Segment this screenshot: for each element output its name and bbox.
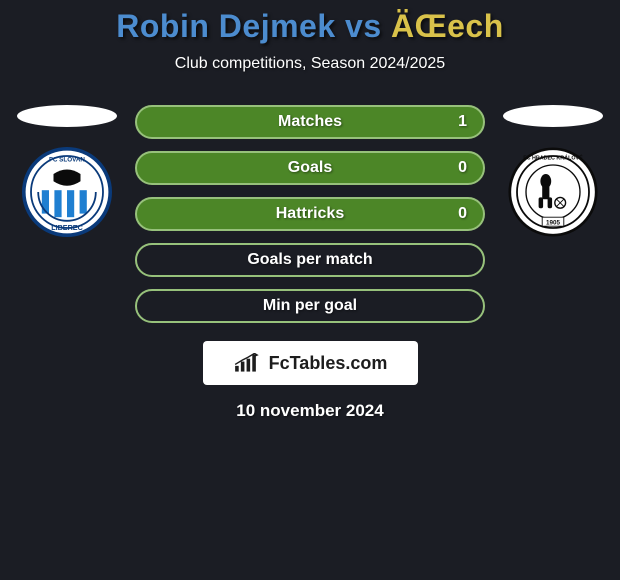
brand-box[interactable]: FcTables.com <box>203 341 418 385</box>
brand-chart-icon <box>233 353 263 373</box>
stat-row-matches: Matches 1 <box>135 105 485 139</box>
player-oval-left <box>17 105 117 127</box>
svg-text:FC HRADEC KRÁLOVÉ: FC HRADEC KRÁLOVÉ <box>523 154 583 162</box>
club-logo-right: FC HRADEC KRÁLOVÉ 1905 <box>508 147 598 237</box>
svg-text:1905: 1905 <box>546 219 561 226</box>
stats-list: Matches 1 Goals 0 Hattricks 0 Goals per … <box>135 105 485 323</box>
stat-value: 1 <box>458 113 467 131</box>
title-player2: ÄŒech <box>391 8 504 44</box>
title-vs: vs <box>336 8 391 44</box>
subtitle: Club competitions, Season 2024/2025 <box>0 55 620 73</box>
title-player1: Robin Dejmek <box>116 8 335 44</box>
page-title: Robin Dejmek vs ÄŒech <box>0 8 620 45</box>
comparison-card: Robin Dejmek vs ÄŒech Club competitions,… <box>0 0 620 429</box>
stat-row-goals-per-match: Goals per match <box>135 243 485 277</box>
left-side: FC SLOVAN LIBEREC <box>17 105 117 237</box>
brand-text: FcTables.com <box>269 353 388 374</box>
stat-row-hattricks: Hattricks 0 <box>135 197 485 231</box>
svg-text:LIBEREC: LIBEREC <box>51 223 83 232</box>
date-text: 10 november 2024 <box>0 401 620 421</box>
stat-value: 0 <box>458 205 467 223</box>
stat-label: Goals <box>288 159 332 177</box>
content-row: FC SLOVAN LIBEREC Matches 1 Goals 0 Hatt… <box>0 105 620 323</box>
svg-text:FC SLOVAN: FC SLOVAN <box>49 156 85 163</box>
player-oval-right <box>503 105 603 127</box>
stat-row-goals: Goals 0 <box>135 151 485 185</box>
stat-value: 0 <box>458 159 467 177</box>
club-logo-left: FC SLOVAN LIBEREC <box>22 147 112 237</box>
stat-label: Goals per match <box>247 251 372 269</box>
stat-label: Hattricks <box>276 205 344 223</box>
stat-label: Min per goal <box>263 297 357 315</box>
stat-label: Matches <box>278 113 342 131</box>
stat-row-min-per-goal: Min per goal <box>135 289 485 323</box>
right-side: FC HRADEC KRÁLOVÉ 1905 <box>503 105 603 237</box>
